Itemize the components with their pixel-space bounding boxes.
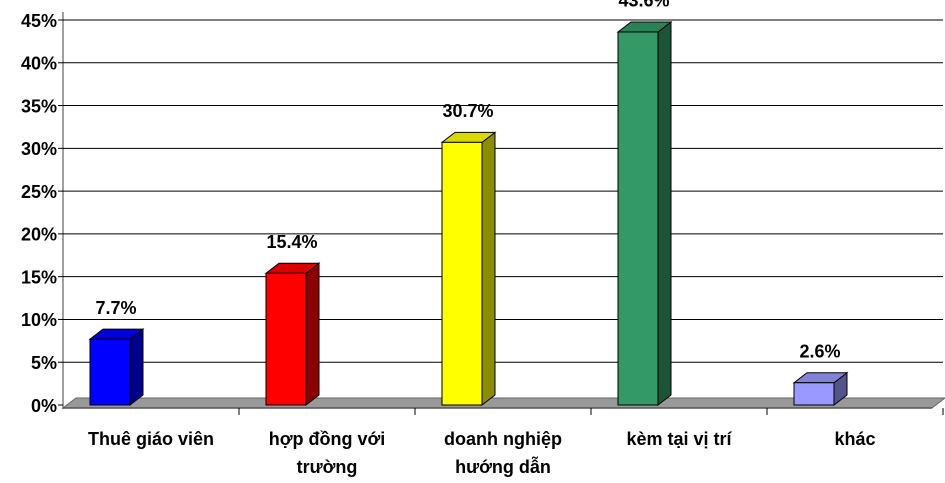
bar-top-shade: [266, 263, 319, 274]
data-label: 7.7%: [95, 298, 136, 318]
y-tick-label: 30%: [21, 139, 57, 159]
bar-side-shade: [658, 21, 671, 405]
bar: [441, 141, 483, 406]
y-tick-label: 20%: [21, 225, 57, 245]
bar: [617, 31, 659, 406]
data-label: 15.4%: [266, 232, 317, 252]
bar-side-shade: [130, 329, 143, 405]
bar: [793, 382, 835, 406]
x-tick-label: hợp đồng với trường: [268, 429, 386, 477]
bar: [89, 338, 131, 406]
x-tick-label: kèm tại vị trí: [626, 429, 732, 449]
y-tick-label: 25%: [21, 182, 57, 202]
y-tick-label: 0%: [31, 396, 57, 416]
bar-side-shade: [306, 263, 319, 405]
y-tick-label: 10%: [21, 310, 57, 330]
bar: [265, 272, 307, 406]
bar-top-shade: [794, 372, 847, 383]
y-tick-label: 35%: [21, 96, 57, 116]
bar-top-shade: [90, 329, 143, 340]
data-label: 30.7%: [442, 101, 493, 121]
data-label: 2.6%: [799, 342, 840, 362]
x-tick-label: khác: [834, 429, 876, 449]
bar-top-shade: [442, 132, 495, 143]
x-tick-label: Thuê giáo viên: [87, 429, 215, 449]
bar-side-shade: [482, 132, 495, 405]
data-label: 43.6%: [618, 0, 669, 11]
y-tick-label: 15%: [21, 267, 57, 287]
y-tick-label: 45%: [21, 11, 57, 31]
x-tick-label: doanh nghiệp hướng dẫn: [444, 429, 562, 477]
y-tick-label: 40%: [21, 54, 57, 74]
bar-top-shade: [618, 21, 671, 32]
y-tick-label: 5%: [31, 353, 57, 373]
